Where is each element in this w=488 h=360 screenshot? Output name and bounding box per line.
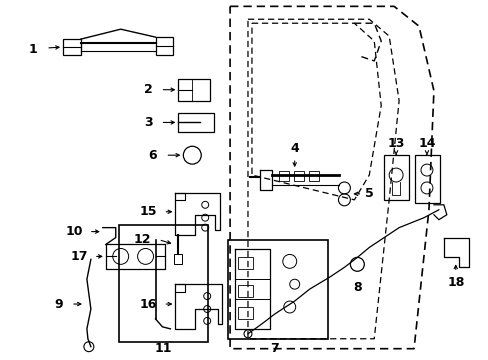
Bar — [178, 113, 214, 132]
Text: 11: 11 — [154, 342, 172, 355]
Text: 8: 8 — [352, 281, 361, 294]
Bar — [155, 37, 173, 55]
Text: 18: 18 — [446, 276, 464, 289]
Bar — [293, 171, 303, 181]
Text: 12: 12 — [134, 233, 151, 246]
Bar — [238, 285, 252, 297]
Bar — [119, 225, 208, 342]
Text: 5: 5 — [364, 188, 373, 201]
Text: 9: 9 — [55, 297, 63, 311]
Text: 10: 10 — [65, 225, 82, 238]
Bar — [227, 239, 327, 339]
Text: 13: 13 — [386, 137, 404, 150]
Bar — [238, 307, 252, 319]
Bar — [63, 39, 81, 55]
Text: 16: 16 — [140, 297, 157, 311]
Bar — [308, 171, 318, 181]
Bar — [278, 171, 288, 181]
Bar — [414, 155, 439, 203]
Text: 14: 14 — [417, 137, 435, 150]
Text: 3: 3 — [144, 116, 153, 129]
Text: 6: 6 — [148, 149, 157, 162]
Text: 2: 2 — [144, 83, 153, 96]
Text: 15: 15 — [140, 205, 157, 218]
Text: 1: 1 — [29, 42, 38, 55]
Bar — [174, 255, 182, 264]
Text: 4: 4 — [290, 142, 299, 155]
Bar — [178, 79, 210, 100]
Bar — [238, 257, 252, 269]
Text: 17: 17 — [70, 250, 87, 263]
Text: 7: 7 — [270, 342, 279, 355]
Bar — [384, 155, 408, 200]
